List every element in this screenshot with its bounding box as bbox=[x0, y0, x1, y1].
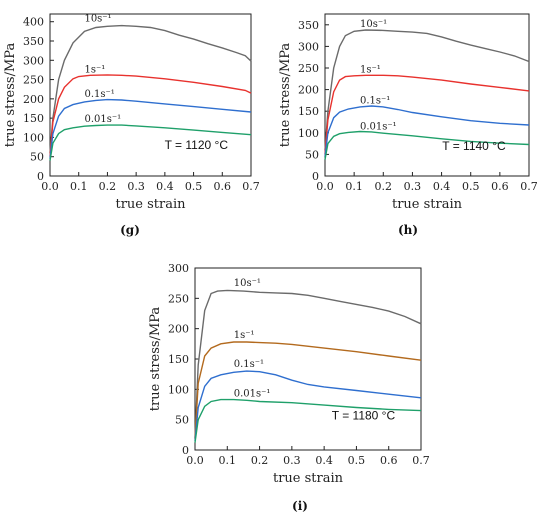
y-tick-label: 0 bbox=[312, 170, 319, 183]
plot-frame bbox=[324, 13, 530, 177]
x-tick-label: 0.0 bbox=[186, 454, 204, 467]
y-tick-label: 50 bbox=[175, 414, 189, 427]
x-axis-title: true strain bbox=[392, 197, 463, 212]
x-tick-label: 0.0 bbox=[316, 180, 334, 193]
y-tick-label: 100 bbox=[168, 383, 189, 396]
series-label: 0.01s⁻¹ bbox=[84, 114, 121, 125]
panel-label: (g) bbox=[120, 223, 140, 237]
series-line-3 bbox=[49, 98, 252, 159]
x-tick-label: 0.6 bbox=[214, 180, 232, 193]
x-tick-label: 0.3 bbox=[127, 180, 145, 193]
series-label: 0.1s⁻¹ bbox=[234, 359, 264, 370]
y-axis-title: true stress/MPa bbox=[148, 307, 163, 412]
series-label: 10s⁻¹ bbox=[84, 14, 111, 25]
x-tick-label: 0.7 bbox=[412, 454, 430, 467]
chart-panel-3: 0.0 0.1 0.2 0.3 0.4 0.5 0.6 0.7 0 50 100 150 200 250 3… bbox=[148, 262, 430, 513]
y-tick-label: 200 bbox=[168, 323, 189, 336]
y-tick-label: 0 bbox=[37, 170, 44, 183]
x-tick-label: 0.7 bbox=[242, 180, 260, 193]
y-axis-title: true stress/MPa bbox=[3, 43, 18, 148]
x-tick-label: 0.5 bbox=[462, 180, 480, 193]
y-tick-label: 250 bbox=[298, 62, 319, 75]
x-tick-label: 0.4 bbox=[433, 180, 451, 193]
chart-panel-1: 0.0 0.1 0.2 0.3 0.4 0.5 0.6 0.7 0 50 100 150 200 250 3… bbox=[3, 13, 260, 237]
series-line-2 bbox=[194, 341, 422, 440]
y-tick-label: 300 bbox=[23, 54, 44, 67]
panel-label: (h) bbox=[398, 223, 418, 237]
y-tick-label: 300 bbox=[168, 262, 189, 275]
y-tick-label: 300 bbox=[298, 40, 319, 53]
x-tick-label: 0.5 bbox=[348, 454, 366, 467]
series-label: 10s⁻¹ bbox=[360, 19, 387, 30]
y-tick-label: 250 bbox=[23, 74, 44, 87]
x-tick-label: 0.2 bbox=[251, 454, 269, 467]
y-tick-label: 50 bbox=[30, 151, 44, 164]
y-tick-label: 150 bbox=[23, 112, 44, 125]
series-line-2 bbox=[49, 74, 252, 157]
series-label: 0.01s⁻¹ bbox=[360, 121, 397, 132]
x-tick-label: 0.6 bbox=[491, 180, 509, 193]
series-line-4 bbox=[194, 398, 422, 443]
x-tick-label: 0.1 bbox=[345, 180, 363, 193]
temperature-label: T = 1140 °C bbox=[442, 139, 506, 153]
x-tick-label: 0.0 bbox=[41, 180, 59, 193]
chart-panel-2: 0.0 0.1 0.2 0.3 0.4 0.5 0.6 0.7 0 50 100 150 200 250 3… bbox=[278, 13, 538, 237]
x-tick-label: 0.3 bbox=[283, 454, 301, 467]
x-tick-label: 0.2 bbox=[99, 180, 117, 193]
y-tick-label: 50 bbox=[305, 148, 319, 161]
series-line-1 bbox=[194, 289, 422, 438]
x-tick-label: 0.4 bbox=[156, 180, 174, 193]
y-tick-label: 100 bbox=[23, 131, 44, 144]
y-tick-label: 200 bbox=[23, 93, 44, 106]
series-label: 10s⁻¹ bbox=[234, 278, 261, 289]
y-tick-label: 150 bbox=[168, 353, 189, 366]
series-label: 1s⁻¹ bbox=[234, 330, 255, 341]
series-line-1 bbox=[324, 29, 530, 151]
series-label: 0.1s⁻¹ bbox=[360, 95, 390, 106]
y-tick-label: 200 bbox=[298, 84, 319, 97]
plot-frame bbox=[49, 13, 252, 177]
chart-panels: 0.0 0.1 0.2 0.3 0.4 0.5 0.6 0.7 0 50 100 150 200 250 3… bbox=[3, 13, 538, 513]
temperature-label: T = 1180 °C bbox=[332, 409, 396, 423]
y-tick-label: 150 bbox=[298, 105, 319, 118]
y-tick-label: 350 bbox=[23, 35, 44, 48]
x-axis-title: true strain bbox=[115, 197, 186, 212]
x-tick-label: 0.5 bbox=[185, 180, 203, 193]
y-tick-label: 100 bbox=[298, 127, 319, 140]
x-axis-title: true strain bbox=[273, 471, 344, 486]
series-line-4 bbox=[49, 124, 252, 161]
series-line-1 bbox=[49, 24, 252, 153]
y-tick-label: 0 bbox=[182, 444, 189, 457]
y-tick-label: 350 bbox=[298, 19, 319, 32]
x-tick-label: 0.7 bbox=[520, 180, 538, 193]
series-line-2 bbox=[324, 74, 530, 155]
series-line-3 bbox=[194, 370, 422, 441]
series-line-3 bbox=[324, 105, 530, 157]
x-tick-label: 0.1 bbox=[70, 180, 88, 193]
x-tick-label: 0.1 bbox=[219, 454, 237, 467]
x-tick-label: 0.2 bbox=[375, 180, 393, 193]
series-label: 1s⁻¹ bbox=[360, 64, 381, 75]
temperature-label: T = 1120 °C bbox=[165, 138, 229, 152]
x-tick-label: 0.3 bbox=[404, 180, 422, 193]
x-tick-label: 0.4 bbox=[315, 454, 333, 467]
x-tick-label: 0.6 bbox=[380, 454, 398, 467]
series-label: 0.01s⁻¹ bbox=[234, 389, 271, 400]
series-label: 0.1s⁻¹ bbox=[84, 89, 114, 100]
y-axis-title: true stress/MPa bbox=[278, 43, 293, 148]
series-label: 1s⁻¹ bbox=[84, 65, 105, 76]
y-tick-label: 400 bbox=[23, 16, 44, 29]
series-line-4 bbox=[324, 130, 530, 160]
panel-label: (i) bbox=[292, 499, 308, 513]
y-tick-label: 250 bbox=[168, 292, 189, 305]
